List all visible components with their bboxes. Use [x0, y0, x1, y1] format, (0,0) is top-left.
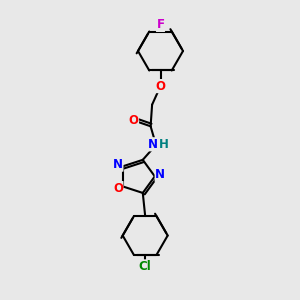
Text: O: O	[128, 114, 139, 127]
Text: N: N	[113, 158, 123, 171]
Text: F: F	[157, 18, 164, 32]
Text: O: O	[155, 80, 166, 93]
Text: O: O	[113, 182, 123, 195]
Text: N: N	[147, 138, 158, 151]
Text: H: H	[159, 138, 169, 151]
Text: Cl: Cl	[139, 260, 152, 273]
Text: N: N	[155, 168, 165, 182]
